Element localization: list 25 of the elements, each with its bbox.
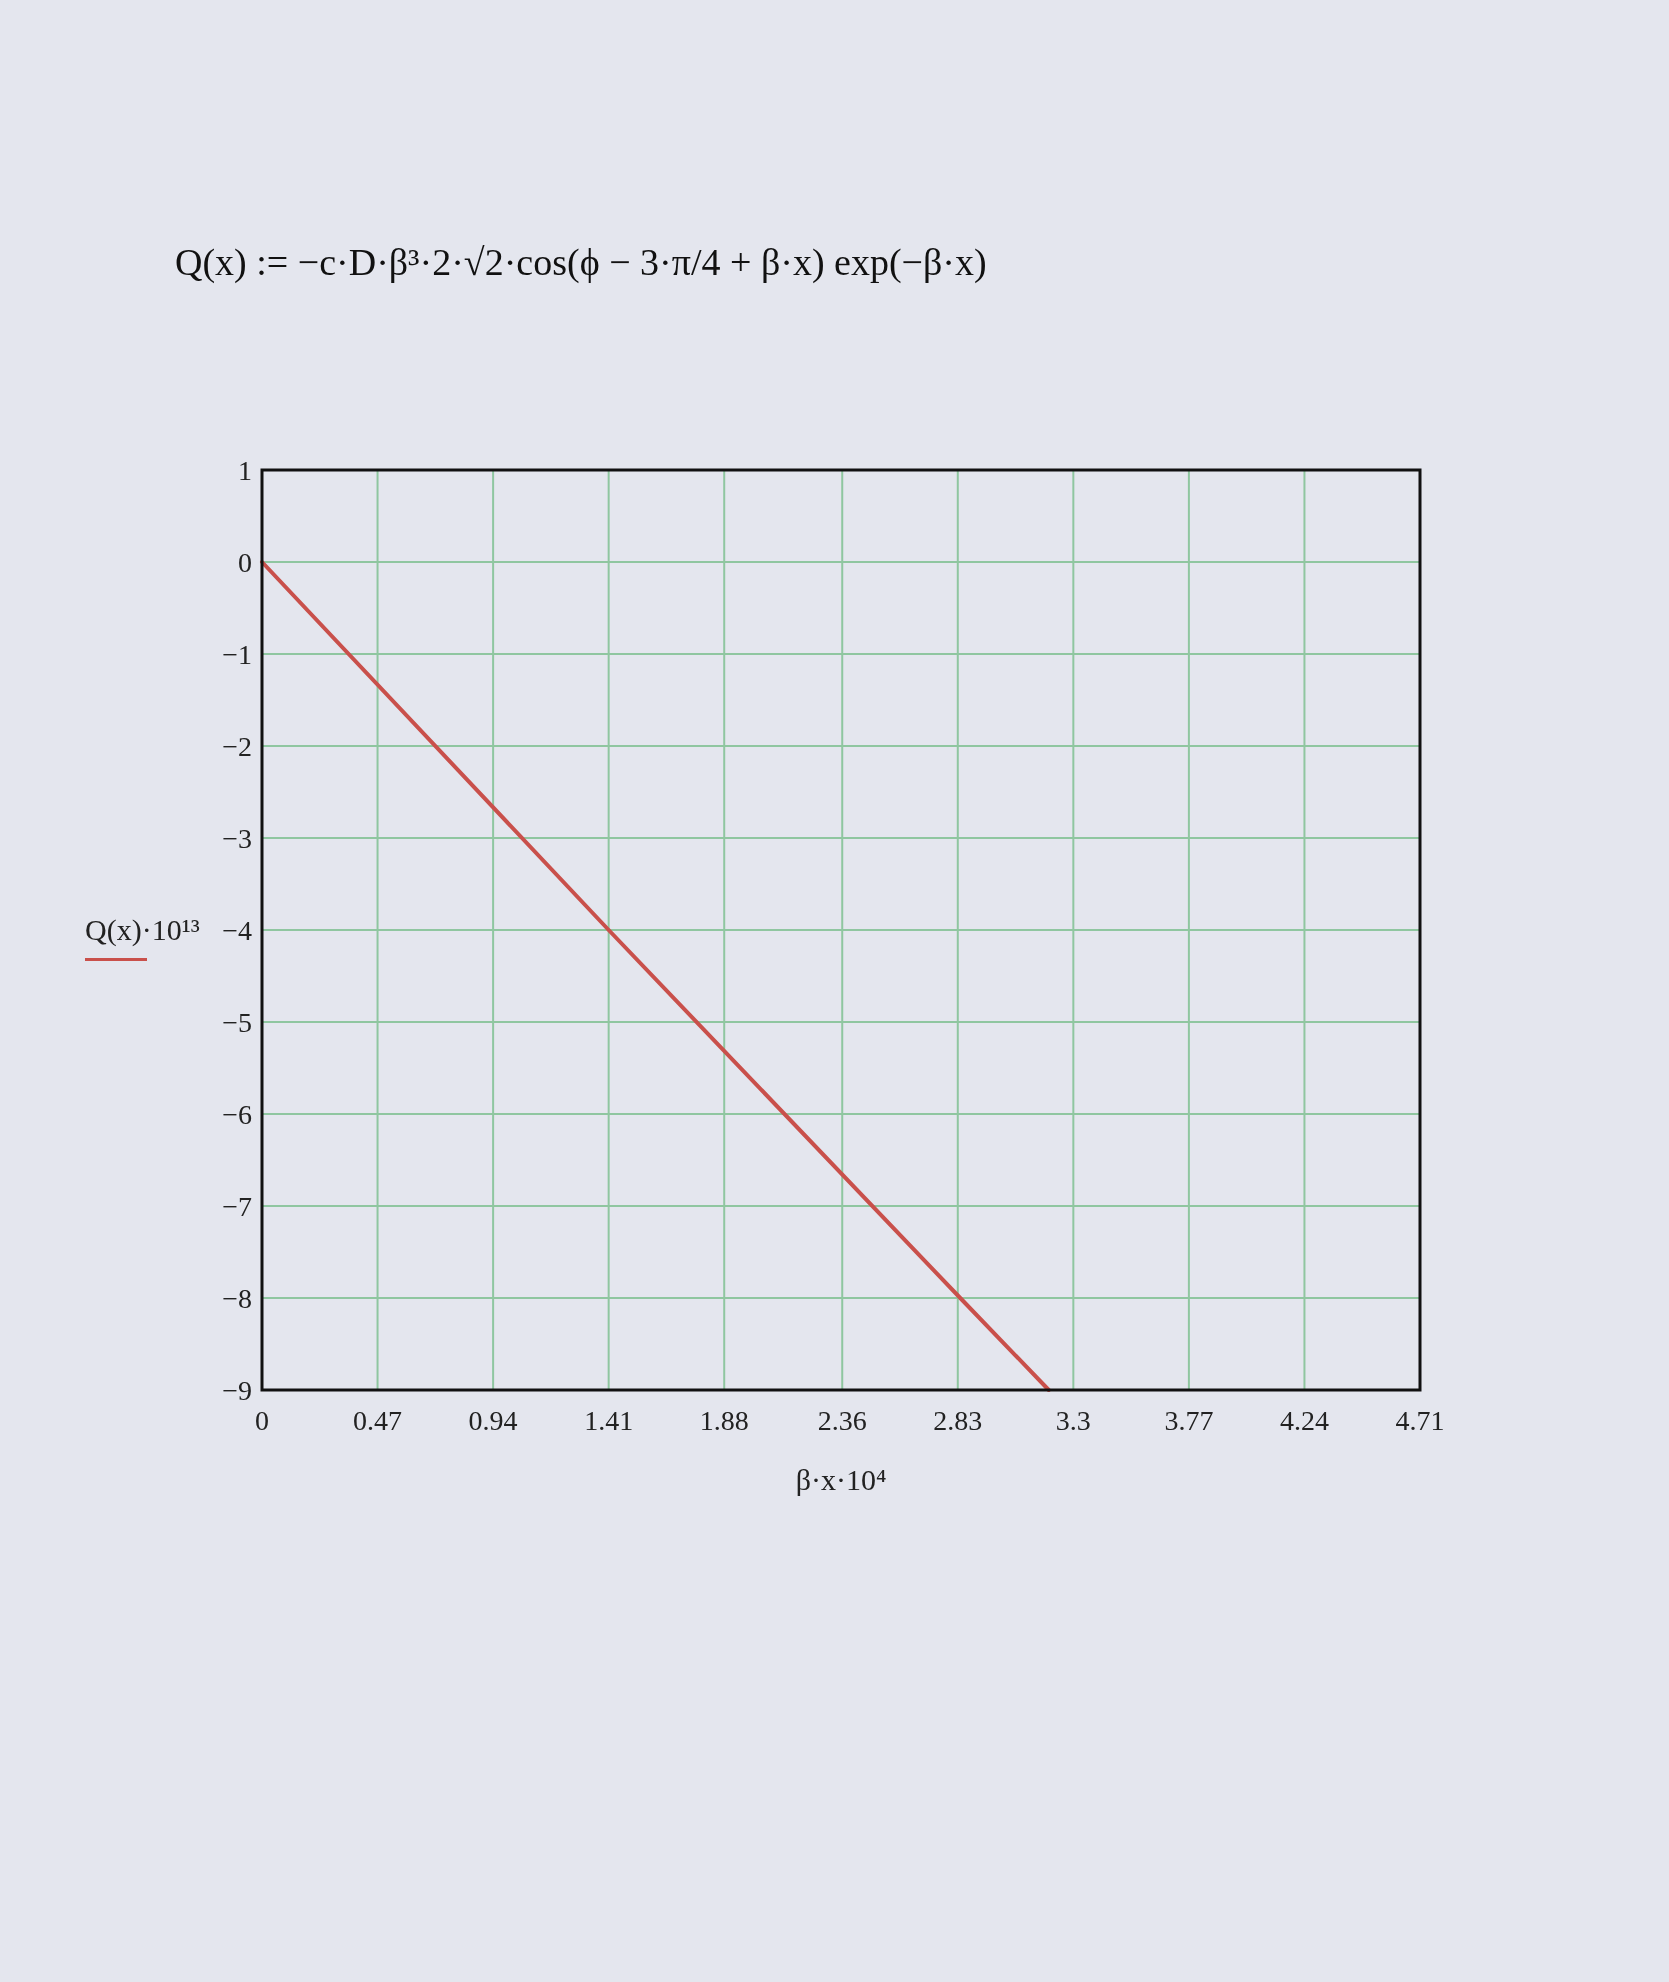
x-tick-label: 4.71 [1395,1405,1445,1436]
x-tick-label: 3.3 [1055,1405,1091,1436]
y-tick-label: −8 [222,1282,252,1314]
y-tick-label: 1 [238,454,252,486]
x-tick-label: 3.77 [1164,1405,1214,1436]
y-tick-label: −5 [222,1006,252,1038]
y-tick-label: −6 [222,1098,252,1130]
y-tick-label: −4 [222,914,252,946]
y-tick-label: −2 [222,730,252,762]
y-tick-label: −7 [222,1190,252,1222]
y-axis-title: Q(x)·10¹³ [85,913,200,947]
x-tick-label: 1.88 [699,1405,749,1436]
y-tick-label: 0 [238,546,252,578]
x-tick-label: 0.47 [353,1405,403,1436]
x-tick-label: 1.41 [584,1405,634,1436]
chart-title: Q(x) := −c·D·β³·2·√2·cos(ϕ − 3·π/4 + β·x) exp(−β·x) [175,241,987,284]
x-tick-label: 0.94 [468,1405,518,1436]
y-tick-label: −1 [222,638,252,670]
y-tick-label: −3 [222,822,252,854]
x-tick-label: 2.36 [817,1405,867,1436]
y-tick-label: −9 [222,1374,252,1406]
line-series [260,560,1051,1392]
x-tick-label: 4.24 [1279,1405,1329,1436]
x-tick-label: 2.83 [933,1405,983,1436]
x-axis-title: β·x·10⁴ [795,1463,887,1496]
